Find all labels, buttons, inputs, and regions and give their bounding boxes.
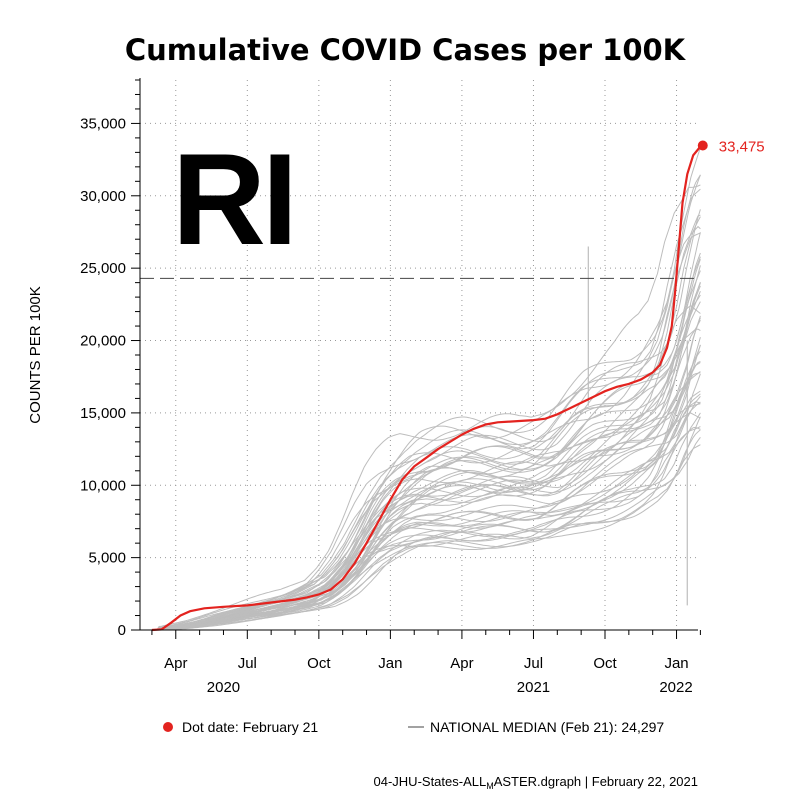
year-label: 2020 — [207, 679, 240, 696]
background-state-line — [151, 265, 701, 631]
legend: Dot date: February 21 NATIONAL MEDIAN (F… — [163, 719, 664, 735]
chart-title: Cumulative COVID Cases per 100K — [125, 33, 687, 67]
highlight-end-label: 33,475 — [719, 138, 765, 155]
x-tick-label: Oct — [593, 655, 617, 672]
background-state-line — [151, 232, 701, 631]
background-state-line — [151, 252, 701, 631]
background-state-line — [151, 317, 701, 631]
background-state-lines — [151, 147, 701, 631]
background-state-line — [151, 373, 701, 631]
background-state-line — [151, 345, 701, 631]
x-tick-label: Jan — [664, 655, 688, 672]
background-state-line — [151, 337, 701, 631]
x-tick-label: Jul — [524, 655, 543, 672]
tick-marks — [131, 79, 701, 639]
background-state-line — [151, 301, 701, 631]
legend-dot-date: Dot date: February 21 — [182, 719, 318, 735]
footer-source: 04-JHU-States-ALLMASTER.dgraph | Februar… — [374, 774, 699, 791]
background-state-line — [151, 188, 701, 631]
background-state-line — [151, 294, 701, 631]
background-state-line — [151, 401, 701, 631]
y-axis-title: COUNTS PER 100K — [27, 286, 44, 424]
year-label: 2021 — [517, 679, 550, 696]
y-tick-label: 0 — [118, 622, 126, 639]
background-state-line — [151, 256, 701, 631]
y-tick-labels: 0 5,000 10,000 15,000 20,000 25,000 30,000 35,0… — [80, 115, 126, 639]
x-tick-labels: Apr Jul Oct Jan Apr Jul Oct Jan — [164, 655, 689, 672]
background-state-line — [151, 372, 701, 631]
y-tick-label: 30,000 — [80, 188, 126, 205]
background-state-line — [151, 147, 701, 631]
background-state-line — [151, 184, 701, 631]
x-tick-label: Jan — [378, 655, 402, 672]
x-tick-label: Apr — [450, 655, 473, 672]
y-tick-label: 15,000 — [80, 405, 126, 422]
background-state-line — [151, 426, 701, 631]
background-state-line — [151, 232, 701, 631]
legend-dot — [163, 722, 173, 732]
background-state-line — [151, 444, 701, 631]
background-state-line — [151, 395, 701, 631]
legend-median-text: NATIONAL MEDIAN (Feb 21): 24,297 — [430, 719, 664, 735]
background-state-line — [151, 328, 701, 631]
background-state-line — [151, 291, 701, 631]
y-tick-label: 20,000 — [80, 333, 126, 350]
background-state-line — [151, 403, 701, 631]
y-tick-label: 5,000 — [88, 550, 126, 567]
year-label: 2022 — [659, 679, 692, 696]
x-tick-label: Apr — [164, 655, 187, 672]
y-tick-label: 35,000 — [80, 115, 126, 132]
background-state-line — [151, 281, 701, 631]
x-tick-label: Oct — [307, 655, 331, 672]
highlight-end-dot — [697, 140, 708, 151]
background-state-line — [151, 437, 701, 631]
year-labels: 2020 2021 2022 — [207, 679, 693, 696]
y-tick-label: 10,000 — [80, 477, 126, 494]
background-state-line — [151, 209, 701, 631]
x-tick-label: Jul — [238, 655, 257, 672]
background-state-line — [151, 214, 701, 631]
background-state-line — [151, 371, 701, 631]
background-state-line — [151, 429, 701, 631]
y-tick-label: 25,000 — [80, 260, 126, 277]
state-label: RI — [172, 126, 294, 272]
highlight-series-line — [151, 144, 704, 632]
background-state-line — [151, 390, 701, 631]
